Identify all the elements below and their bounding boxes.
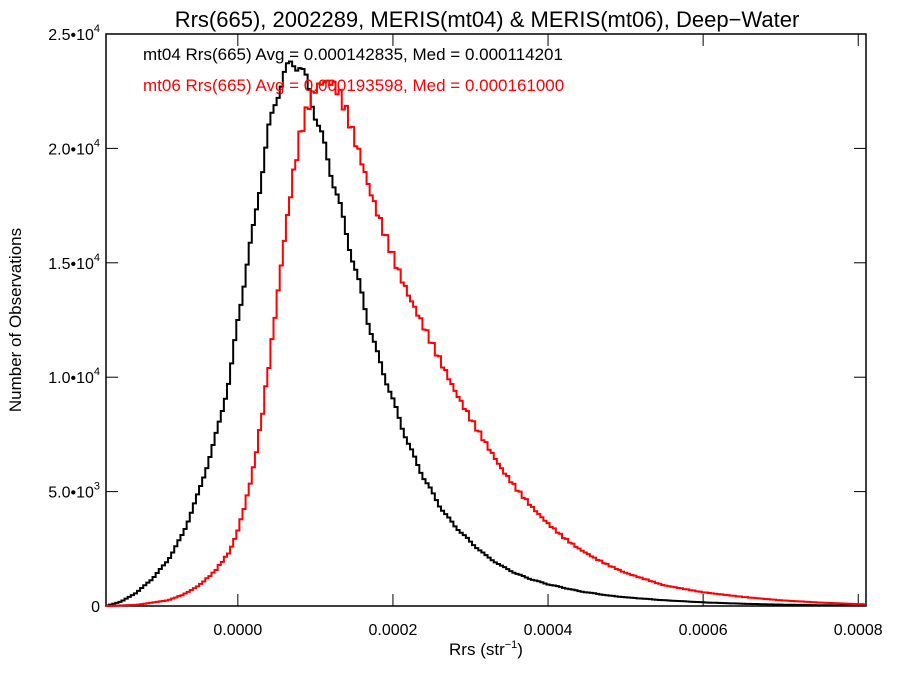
y-tick-label: 0 — [91, 599, 100, 616]
y-tick-label: 1.0•104 — [48, 366, 100, 387]
chart-title: Rrs(665), 2002289, MERIS(mt04) & MERIS(m… — [175, 7, 800, 32]
x-tick-label: 0.0004 — [524, 622, 573, 639]
x-axis-label-superscript: −1 — [505, 639, 518, 651]
y-tick-label: 2.0•104 — [48, 137, 100, 158]
y-tick-exponent: 4 — [94, 366, 100, 378]
y-tick-mantissa: 1.5•10 — [48, 256, 94, 273]
x-axis-label: Rrs (str−1) — [449, 639, 523, 659]
y-tick-exponent: 4 — [94, 137, 100, 149]
series-mt06-histogram — [106, 79, 866, 607]
x-tick-label: 0.0000 — [213, 622, 262, 639]
y-tick-mantissa: 2.5•10 — [48, 27, 94, 44]
plot-frame — [105, 33, 867, 607]
series-mt04-histogram — [106, 60, 866, 607]
y-tick-exponent: 3 — [94, 481, 100, 493]
series-layer — [106, 60, 866, 607]
x-axis-ticks: 0.0000 0.0002 0.0004 0.0006 0.0008 — [213, 34, 883, 639]
y-tick-exponent: 4 — [94, 23, 100, 35]
x-tick-label: 0.0008 — [834, 622, 883, 639]
legend-entry-mt04: mt04 Rrs(665) Avg = 0.000142835, Med = 0… — [143, 45, 563, 64]
y-tick-mantissa: 2.0•10 — [48, 141, 94, 158]
y-tick-mantissa: 1.0•10 — [48, 370, 94, 387]
legend: mt04 Rrs(665) Avg = 0.000142835, Med = 0… — [143, 45, 564, 95]
y-tick-mantissa: 5.0•10 — [48, 485, 94, 502]
y-tick-label: 2.5•104 — [48, 23, 100, 44]
y-tick-exponent: 4 — [94, 252, 100, 264]
y-axis-label: Number of Observations — [6, 228, 25, 412]
x-tick-label: 0.0002 — [368, 622, 417, 639]
x-axis-label-close: ) — [517, 640, 523, 659]
x-axis-label-main: Rrs (str — [449, 640, 505, 659]
y-tick-label: 1.5•104 — [48, 252, 100, 273]
y-tick-label: 5.0•103 — [48, 481, 100, 502]
legend-entry-mt06: mt06 Rrs(665) Avg = 0.000193598, Med = 0… — [143, 76, 564, 95]
y-tick-mantissa: 0 — [91, 599, 100, 616]
x-tick-label: 0.0006 — [679, 622, 728, 639]
